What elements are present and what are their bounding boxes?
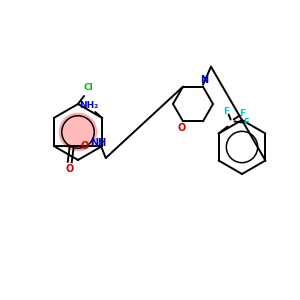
Text: methoxy: methoxy [62,146,68,147]
Text: O: O [66,164,74,174]
Text: NH₂: NH₂ [80,101,99,110]
Text: F: F [240,109,246,118]
Text: F: F [224,107,230,116]
Text: O: O [178,123,186,133]
Text: O: O [80,141,88,151]
Circle shape [59,113,97,151]
Text: F: F [244,118,250,127]
Text: NH: NH [90,138,106,148]
Text: Cl: Cl [83,83,93,92]
Text: N: N [200,75,208,85]
